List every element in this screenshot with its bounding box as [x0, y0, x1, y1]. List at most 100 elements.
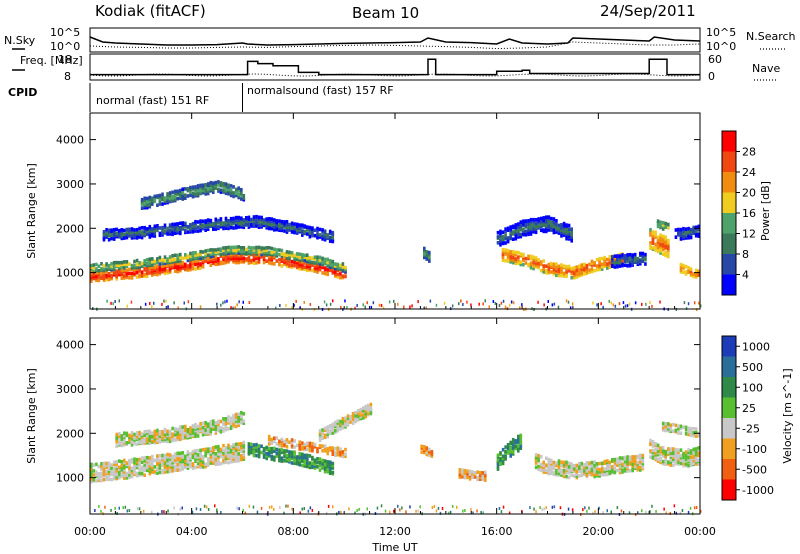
data-cell	[565, 460, 568, 465]
data-cell	[204, 431, 207, 435]
data-cell	[120, 436, 124, 440]
data-cell	[222, 419, 225, 423]
data-cell	[128, 464, 131, 469]
data-cell	[499, 229, 502, 234]
data-cell	[552, 227, 556, 231]
ground-scatter-cell	[533, 507, 535, 511]
ground-scatter-cell	[571, 302, 574, 306]
ground-scatter-cell	[571, 508, 574, 512]
ground-scatter-cell	[588, 506, 590, 510]
data-cell	[161, 470, 164, 475]
data-cell	[224, 182, 228, 186]
ground-scatter-cell	[539, 506, 541, 509]
data-cell	[547, 215, 551, 219]
data-cell	[118, 459, 121, 463]
data-cell	[143, 202, 146, 206]
data-cell	[107, 477, 111, 481]
data-cell	[545, 229, 548, 234]
data-cell	[555, 468, 558, 473]
data-cell	[354, 418, 357, 422]
data-cell	[275, 254, 279, 258]
data-cell	[514, 236, 518, 241]
data-cell	[242, 194, 246, 198]
data-cell	[237, 415, 240, 420]
data-cell	[504, 229, 507, 234]
data-cell	[176, 451, 179, 456]
data-cell	[209, 263, 213, 267]
data-cell	[168, 257, 172, 261]
data-cell	[684, 457, 688, 462]
data-cell	[694, 452, 698, 457]
data-cell	[557, 467, 561, 472]
data-cell	[603, 469, 606, 473]
data-cell	[463, 471, 467, 475]
data-cell	[229, 219, 233, 223]
ground-scatter-cell	[195, 507, 198, 511]
data-cell	[97, 464, 101, 469]
data-cell	[341, 419, 345, 423]
data-cell	[517, 436, 520, 441]
data-cell	[189, 228, 192, 232]
data-cell	[545, 215, 548, 219]
data-cell	[270, 220, 274, 224]
data-cell	[328, 239, 332, 243]
data-cell	[179, 431, 182, 436]
data-cell	[506, 236, 510, 240]
data-cell	[689, 433, 693, 437]
data-cell	[661, 428, 665, 432]
data-cell	[328, 460, 332, 464]
data-cell	[240, 246, 243, 250]
data-cell	[209, 432, 213, 436]
data-cell	[285, 220, 289, 224]
data-cell	[318, 227, 322, 232]
data-cell	[639, 251, 642, 256]
data-cell	[466, 475, 469, 480]
data-cell	[166, 192, 169, 196]
data-cell	[293, 450, 296, 454]
data-cell	[240, 419, 243, 423]
data-cell	[529, 217, 533, 222]
data-cell	[623, 459, 627, 464]
ground-scatter-cell	[449, 510, 452, 514]
data-cell	[199, 463, 202, 467]
data-cell	[219, 217, 223, 221]
data-cell	[354, 416, 357, 420]
data-cell	[285, 222, 289, 227]
data-cell	[682, 270, 685, 275]
data-cell	[166, 452, 169, 457]
data-cell	[128, 462, 131, 467]
data-cell	[687, 226, 690, 231]
data-cell	[143, 225, 146, 230]
data-cell	[273, 449, 276, 453]
data-cell	[674, 428, 678, 433]
data-cell	[290, 259, 294, 264]
data-cell	[125, 275, 129, 280]
data-cell	[326, 272, 329, 277]
data-cell	[105, 275, 108, 280]
data-cell	[118, 432, 121, 436]
data-cell	[115, 436, 118, 441]
ground-scatter-cell	[230, 306, 232, 310]
data-cell	[557, 231, 561, 235]
data-cell	[171, 190, 174, 195]
data-cell	[148, 469, 152, 474]
data-cell	[326, 466, 329, 470]
data-cell	[128, 262, 131, 266]
data-cell	[651, 448, 655, 453]
data-cell	[311, 455, 314, 460]
ground-scatter-cell	[482, 302, 484, 306]
data-cell	[679, 431, 683, 435]
data-cell	[237, 218, 240, 222]
data-cell	[95, 267, 98, 271]
ground-scatter-cell	[655, 509, 657, 513]
data-cell	[138, 430, 141, 435]
data-cell	[255, 223, 258, 227]
data-cell	[234, 446, 238, 450]
data-cell	[316, 255, 319, 259]
data-cell	[285, 449, 289, 453]
data-cell	[237, 189, 240, 193]
data-cell	[120, 460, 124, 464]
data-cell	[179, 437, 182, 442]
data-cell	[143, 458, 146, 463]
